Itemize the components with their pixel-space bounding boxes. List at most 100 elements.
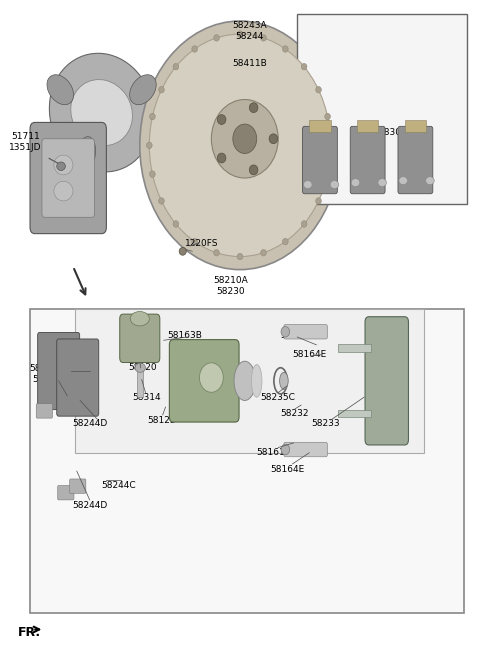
Ellipse shape — [324, 171, 330, 177]
Ellipse shape — [301, 221, 307, 227]
Ellipse shape — [328, 142, 334, 148]
FancyBboxPatch shape — [70, 479, 86, 493]
Ellipse shape — [158, 198, 164, 204]
Text: 58233: 58233 — [312, 419, 340, 428]
Ellipse shape — [316, 198, 322, 204]
Text: 1220FS: 1220FS — [185, 239, 218, 248]
Text: 51711
1351JD: 51711 1351JD — [9, 132, 41, 152]
FancyBboxPatch shape — [284, 442, 327, 457]
Text: 58244C: 58244C — [101, 481, 136, 490]
Ellipse shape — [211, 99, 278, 178]
Ellipse shape — [282, 238, 288, 245]
Ellipse shape — [140, 21, 340, 269]
Ellipse shape — [316, 87, 322, 93]
Bar — [30, 309, 464, 613]
FancyBboxPatch shape — [30, 122, 107, 234]
Ellipse shape — [261, 35, 266, 41]
Ellipse shape — [237, 253, 243, 260]
FancyBboxPatch shape — [37, 332, 80, 409]
FancyBboxPatch shape — [365, 317, 408, 445]
Ellipse shape — [54, 155, 73, 175]
Ellipse shape — [217, 114, 226, 124]
Ellipse shape — [303, 181, 312, 189]
Ellipse shape — [149, 34, 331, 256]
Ellipse shape — [330, 181, 339, 189]
FancyBboxPatch shape — [57, 339, 99, 416]
FancyBboxPatch shape — [284, 325, 327, 339]
Ellipse shape — [378, 179, 386, 187]
Bar — [405, 120, 426, 132]
Ellipse shape — [173, 64, 179, 70]
Bar — [338, 344, 371, 352]
Text: 58243A
58244: 58243A 58244 — [232, 21, 267, 41]
FancyBboxPatch shape — [350, 126, 385, 194]
Ellipse shape — [179, 248, 186, 255]
FancyBboxPatch shape — [120, 314, 160, 363]
Ellipse shape — [233, 124, 257, 154]
Bar — [357, 120, 378, 132]
Ellipse shape — [75, 137, 96, 175]
Ellipse shape — [249, 165, 258, 175]
Text: 58161B: 58161B — [280, 330, 315, 340]
Bar — [75, 309, 424, 453]
FancyBboxPatch shape — [36, 404, 52, 418]
Ellipse shape — [158, 87, 164, 93]
Ellipse shape — [54, 181, 73, 201]
Ellipse shape — [130, 75, 156, 104]
Ellipse shape — [280, 373, 288, 390]
Ellipse shape — [150, 171, 156, 177]
Text: 58302: 58302 — [378, 127, 407, 137]
Text: 58125: 58125 — [147, 416, 176, 424]
Ellipse shape — [130, 311, 149, 326]
Ellipse shape — [281, 327, 289, 337]
Text: 58411B: 58411B — [232, 59, 267, 68]
FancyBboxPatch shape — [42, 139, 95, 217]
FancyBboxPatch shape — [398, 126, 433, 194]
Text: 58120: 58120 — [128, 363, 156, 373]
Text: 58164E: 58164E — [271, 464, 305, 474]
Text: FR.: FR. — [18, 626, 41, 639]
Ellipse shape — [217, 153, 226, 163]
Ellipse shape — [301, 64, 307, 70]
Ellipse shape — [252, 365, 262, 397]
Text: 58314: 58314 — [132, 393, 161, 401]
Ellipse shape — [282, 46, 288, 53]
Ellipse shape — [146, 142, 152, 148]
Bar — [137, 368, 143, 397]
Ellipse shape — [261, 250, 266, 256]
Text: 58210A
58230: 58210A 58230 — [213, 276, 248, 296]
Ellipse shape — [135, 363, 145, 373]
Text: 58232: 58232 — [281, 409, 309, 418]
Text: 58164E: 58164E — [292, 350, 326, 359]
Text: 58244D: 58244D — [72, 419, 108, 428]
Ellipse shape — [234, 361, 255, 401]
Ellipse shape — [399, 177, 408, 185]
FancyBboxPatch shape — [58, 486, 74, 500]
Text: 58163B: 58163B — [168, 330, 203, 340]
FancyBboxPatch shape — [169, 340, 239, 422]
Text: 58310A
58311: 58310A 58311 — [29, 364, 64, 384]
Ellipse shape — [237, 31, 243, 37]
Text: 58161B: 58161B — [256, 448, 291, 457]
Ellipse shape — [192, 238, 198, 245]
Bar — [297, 14, 467, 204]
Ellipse shape — [199, 363, 223, 392]
Ellipse shape — [49, 53, 154, 172]
Ellipse shape — [192, 46, 198, 53]
Ellipse shape — [426, 177, 434, 185]
Text: 58244D: 58244D — [72, 501, 108, 510]
Ellipse shape — [324, 113, 330, 120]
Ellipse shape — [71, 79, 132, 146]
Ellipse shape — [269, 134, 278, 144]
Ellipse shape — [214, 250, 219, 256]
Ellipse shape — [281, 444, 289, 455]
Ellipse shape — [150, 113, 156, 120]
Ellipse shape — [47, 75, 73, 104]
Ellipse shape — [214, 35, 219, 41]
Text: 58244C: 58244C — [48, 396, 83, 405]
Bar — [309, 120, 331, 132]
Ellipse shape — [57, 162, 65, 171]
FancyBboxPatch shape — [302, 126, 337, 194]
Ellipse shape — [173, 221, 179, 227]
Ellipse shape — [249, 102, 258, 112]
